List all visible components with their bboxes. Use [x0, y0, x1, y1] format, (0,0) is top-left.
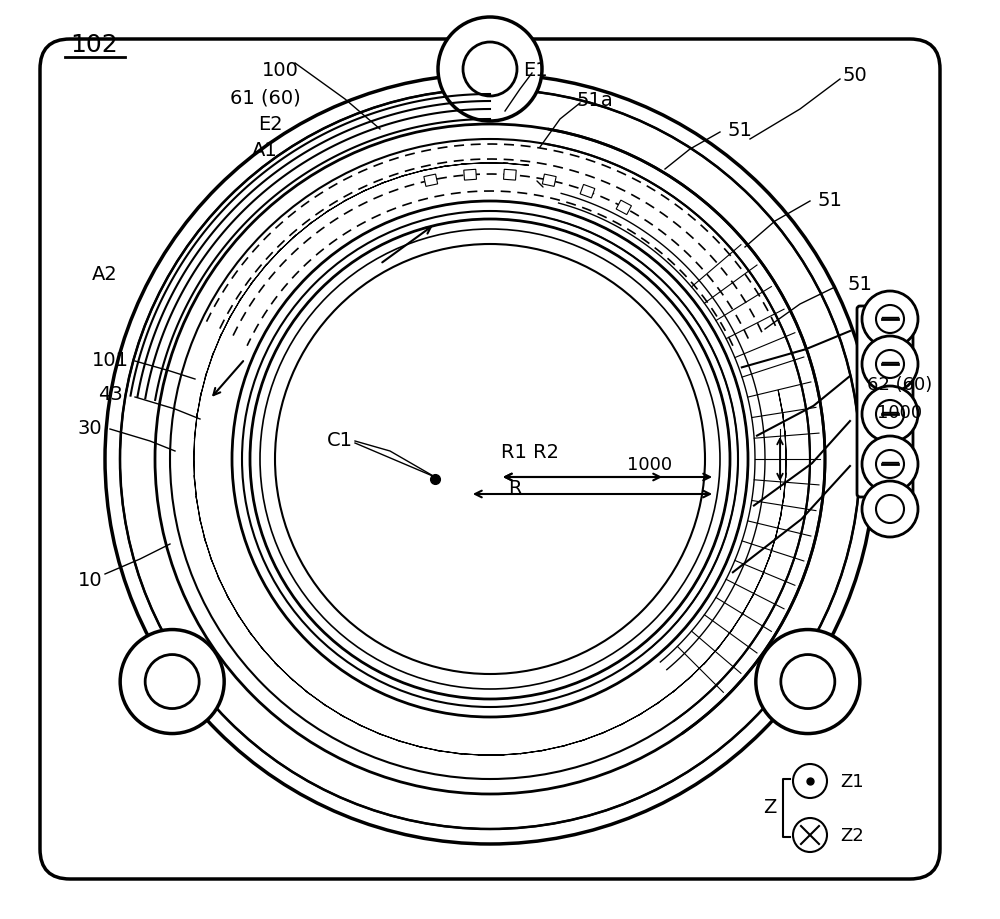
- Text: 51: 51: [818, 190, 842, 210]
- Circle shape: [438, 18, 542, 122]
- Bar: [542, 175, 556, 187]
- Circle shape: [862, 387, 918, 443]
- Text: 43: 43: [98, 385, 122, 404]
- Bar: [616, 201, 631, 215]
- Circle shape: [756, 630, 860, 733]
- Text: 50: 50: [843, 65, 867, 85]
- Text: 30: 30: [78, 418, 102, 437]
- Text: Z1: Z1: [840, 772, 864, 790]
- Text: R: R: [508, 478, 522, 497]
- Bar: [464, 170, 476, 181]
- Bar: [424, 175, 438, 187]
- Text: 100: 100: [262, 61, 298, 79]
- Text: E2: E2: [258, 114, 282, 133]
- Text: Z: Z: [763, 798, 777, 817]
- Text: 51: 51: [728, 120, 752, 140]
- Text: 62 (60): 62 (60): [867, 376, 933, 393]
- Text: A2: A2: [92, 266, 118, 284]
- Text: R1 R2: R1 R2: [501, 442, 559, 461]
- Text: 10: 10: [78, 570, 102, 589]
- FancyBboxPatch shape: [40, 40, 940, 879]
- Circle shape: [862, 437, 918, 493]
- Text: 1000: 1000: [877, 403, 923, 422]
- Bar: [504, 170, 516, 181]
- Text: 61 (60): 61 (60): [230, 88, 300, 108]
- Text: E1: E1: [523, 61, 547, 79]
- Text: Z2: Z2: [840, 826, 864, 844]
- Text: 51a: 51a: [577, 90, 613, 109]
- Text: 101: 101: [92, 350, 129, 369]
- Text: 102: 102: [70, 33, 118, 57]
- Circle shape: [862, 482, 918, 538]
- Bar: [580, 186, 595, 199]
- Circle shape: [862, 291, 918, 347]
- FancyBboxPatch shape: [857, 307, 913, 497]
- Circle shape: [120, 630, 224, 733]
- Text: 51: 51: [848, 275, 872, 294]
- Circle shape: [862, 336, 918, 392]
- Text: A1: A1: [252, 141, 278, 159]
- Text: C1: C1: [327, 430, 353, 449]
- Text: 1000: 1000: [627, 456, 673, 473]
